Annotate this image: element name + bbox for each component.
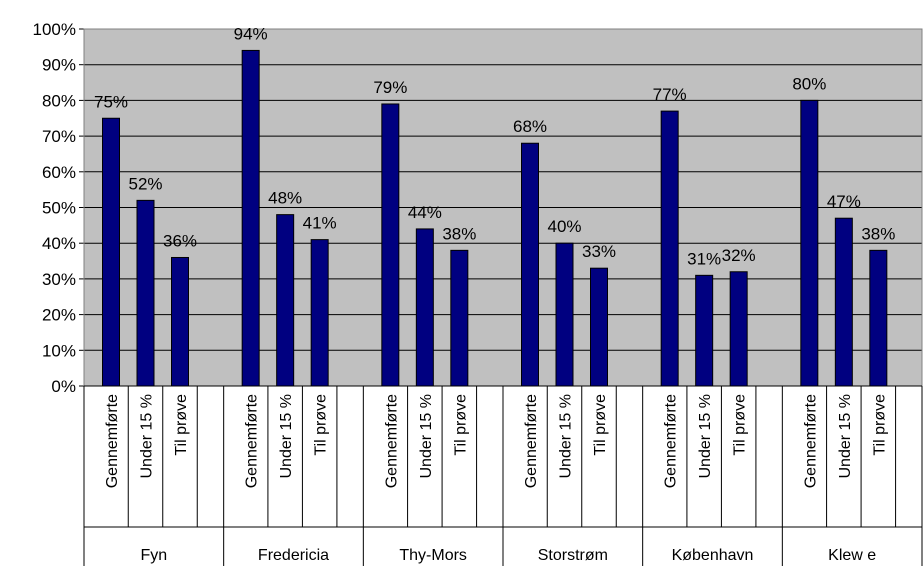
data-label: 33% xyxy=(582,242,616,261)
data-label: 52% xyxy=(128,174,162,193)
category-label: Gennemførte xyxy=(104,394,121,488)
y-tick-label: 90% xyxy=(42,56,76,75)
bar xyxy=(660,110,679,387)
category-label: Under 15 % xyxy=(139,394,156,479)
bar xyxy=(800,99,819,387)
bar xyxy=(102,117,120,387)
data-label: 77% xyxy=(653,85,687,104)
data-label: 38% xyxy=(861,224,895,243)
bar xyxy=(590,267,608,387)
data-label: 40% xyxy=(547,217,581,236)
data-label: 80% xyxy=(792,74,826,93)
category-label: Til prøve xyxy=(313,394,330,456)
y-tick-label: 30% xyxy=(42,270,76,289)
y-tick-label: 0% xyxy=(51,377,76,396)
y-tick-label: 50% xyxy=(42,199,76,218)
group-label: København xyxy=(672,547,754,564)
y-axis: 0% 10% 20% 30% 40% 50% 60% 70% 80% 90% 100% xyxy=(33,20,923,396)
bar xyxy=(729,271,748,387)
bar xyxy=(381,103,400,387)
category-label: Gennemførte xyxy=(244,394,261,488)
data-label: 41% xyxy=(303,214,337,233)
bar xyxy=(310,239,329,387)
category-label: Under 15 % xyxy=(418,394,435,479)
category-label: Gennemførte xyxy=(523,394,540,488)
x-axis: Gennemførte Under 15 % Til prøve Fyn Gennemf… xyxy=(83,385,923,566)
category-label: Til prøve xyxy=(173,394,190,456)
category-label: Under 15 % xyxy=(697,394,714,479)
y-tick-label: 20% xyxy=(42,306,76,325)
category-label: Under 15 % xyxy=(278,394,295,479)
bar xyxy=(415,228,434,387)
data-label: 94% xyxy=(234,24,268,43)
data-label: 75% xyxy=(94,92,128,111)
data-label: 44% xyxy=(408,203,442,222)
group-label: Fredericia xyxy=(258,547,329,564)
y-tick-label: 40% xyxy=(42,234,76,253)
bar xyxy=(136,199,155,387)
bar xyxy=(695,274,714,387)
group-label: Fyn xyxy=(140,547,167,564)
bar xyxy=(450,249,469,387)
bar xyxy=(869,249,888,387)
data-label: 79% xyxy=(373,78,407,97)
data-label: 32% xyxy=(722,246,756,265)
data-label: 68% xyxy=(513,117,547,136)
category-label: Gennemførte xyxy=(383,394,400,488)
y-tick-label: 10% xyxy=(42,341,76,360)
group-label: Thy-Mors xyxy=(399,547,467,564)
bar xyxy=(834,217,853,387)
bar xyxy=(521,142,539,387)
category-label: Under 15 % xyxy=(558,394,575,479)
data-label: 47% xyxy=(827,192,861,211)
category-label: Under 15 % xyxy=(837,394,854,479)
y-tick-label: 80% xyxy=(42,91,76,110)
y-tick-label: 100% xyxy=(33,20,76,39)
category-label: Gennemførte xyxy=(802,394,819,488)
bar xyxy=(171,256,189,387)
data-label: 36% xyxy=(163,231,197,250)
group-label: Storstrøm xyxy=(538,547,608,564)
bar xyxy=(555,242,574,387)
group-label: Klew e xyxy=(828,547,876,564)
data-label: 48% xyxy=(268,189,302,208)
category-label: Til prøve xyxy=(732,394,749,456)
data-label: 38% xyxy=(442,224,476,243)
category-label: Til prøve xyxy=(592,394,609,456)
category-label: Til prøve xyxy=(871,394,888,456)
data-label: 31% xyxy=(687,249,721,268)
bar xyxy=(241,49,260,387)
bar xyxy=(276,214,295,387)
category-label: Gennemførte xyxy=(663,394,680,488)
category-label: Til prøve xyxy=(452,394,469,456)
y-tick-label: 60% xyxy=(42,163,76,182)
y-tick-label: 70% xyxy=(42,127,76,146)
